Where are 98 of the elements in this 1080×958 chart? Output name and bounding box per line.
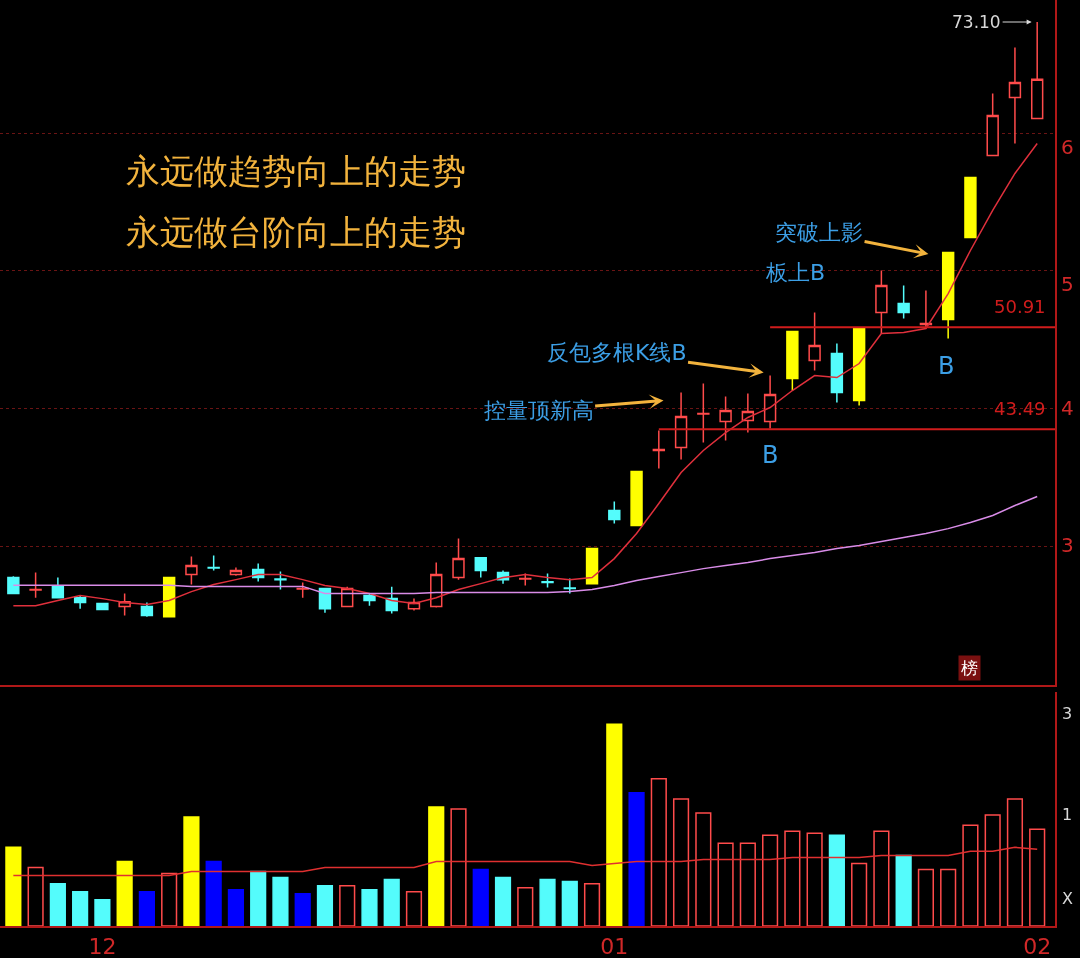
candlestick: [852, 327, 866, 407]
annotation: 突破上影: [775, 220, 863, 245]
bar: [49, 882, 66, 926]
annotation: 控量顶新高: [484, 398, 594, 423]
candlestick: [96, 602, 109, 611]
bar: [72, 890, 89, 926]
bar: [695, 812, 712, 926]
bar: [561, 880, 578, 926]
bar: [739, 842, 756, 926]
candlestick: [452, 537, 465, 581]
candlestick: [719, 395, 732, 442]
candlestick: [763, 374, 777, 430]
bar: [116, 860, 133, 926]
text: 5: [1061, 272, 1074, 296]
bar: [606, 723, 623, 926]
text: 6: [1061, 135, 1074, 159]
bar: [450, 808, 467, 926]
bar: [672, 798, 690, 926]
text: 4: [1061, 396, 1074, 420]
candlestick: [630, 470, 643, 527]
bar: [205, 860, 222, 926]
text: 3: [1061, 533, 1074, 557]
candlestick: [986, 92, 999, 157]
annotation: 板上B: [765, 260, 826, 285]
bar: [183, 816, 200, 926]
annotation: 永远做趋势向上的走势: [126, 151, 466, 191]
bar: [650, 777, 667, 926]
annotation: 反包多根K线B: [547, 340, 687, 365]
bar: [250, 870, 267, 926]
candlestick: [7, 575, 20, 595]
bar: [294, 892, 311, 926]
bar: [762, 834, 779, 926]
annotation: 73.10: [952, 12, 1001, 32]
bar: [472, 868, 489, 926]
bar: [940, 868, 957, 926]
bar: [94, 899, 111, 926]
candlestick: [674, 391, 688, 461]
candlestick: [51, 576, 65, 600]
bar: [984, 814, 1001, 926]
bar: [717, 842, 734, 926]
candlestick: [964, 176, 977, 239]
candlestick: [274, 570, 287, 591]
bar: [583, 882, 601, 926]
text: X: [1062, 889, 1073, 908]
bar: [873, 830, 890, 926]
bar: [27, 866, 44, 926]
bar: [405, 890, 423, 926]
bar: [1029, 828, 1046, 926]
bar: [5, 846, 22, 926]
bar: [339, 884, 356, 926]
candlestick: [1008, 46, 1022, 145]
bar: [361, 888, 378, 926]
candlestick: [941, 251, 955, 340]
candlestick: [652, 429, 666, 470]
bar: [272, 876, 289, 926]
x-tick-label: 01: [600, 934, 629, 958]
bar: [917, 868, 934, 926]
bar: [628, 792, 645, 926]
candlestick: [875, 269, 888, 335]
bar: [1006, 798, 1024, 926]
bar: [806, 832, 823, 926]
candlestick: [697, 382, 710, 444]
bar: [316, 884, 334, 926]
candlestick: [608, 500, 621, 525]
candlestick: [140, 601, 154, 618]
bar: [383, 878, 400, 926]
annotation: B: [762, 441, 779, 469]
text: 3: [1062, 704, 1073, 723]
ref-line-label: 50.91: [994, 296, 1046, 317]
candlestick: [808, 311, 821, 372]
text: 1: [1062, 805, 1073, 824]
bar: [539, 878, 556, 926]
annotation: 永远做台阶向上的走势: [126, 212, 466, 252]
candlestick: [207, 554, 220, 572]
candlestick: [185, 555, 198, 586]
bar: [784, 830, 801, 926]
annotation: 榜: [961, 658, 978, 678]
annotation: B: [938, 352, 955, 380]
bar: [828, 834, 845, 926]
bar: [428, 806, 445, 926]
candlestick: [563, 577, 576, 595]
bar: [138, 890, 155, 926]
candlestick: [29, 571, 42, 599]
ref-line-label: 43.49: [994, 398, 1046, 419]
bar: [851, 862, 868, 926]
bar: [227, 888, 245, 926]
candlestick: [474, 556, 487, 579]
candlestick: [786, 330, 799, 392]
bar: [895, 854, 912, 926]
candlestick: [73, 594, 87, 610]
bar: [161, 872, 178, 926]
x-tick-label: 12: [88, 934, 117, 958]
candlestick: [830, 342, 844, 404]
candlestick: [897, 284, 910, 320]
bar: [962, 824, 979, 926]
x-tick-label: 02: [1023, 934, 1052, 958]
bar: [494, 876, 512, 926]
bar: [517, 886, 534, 926]
